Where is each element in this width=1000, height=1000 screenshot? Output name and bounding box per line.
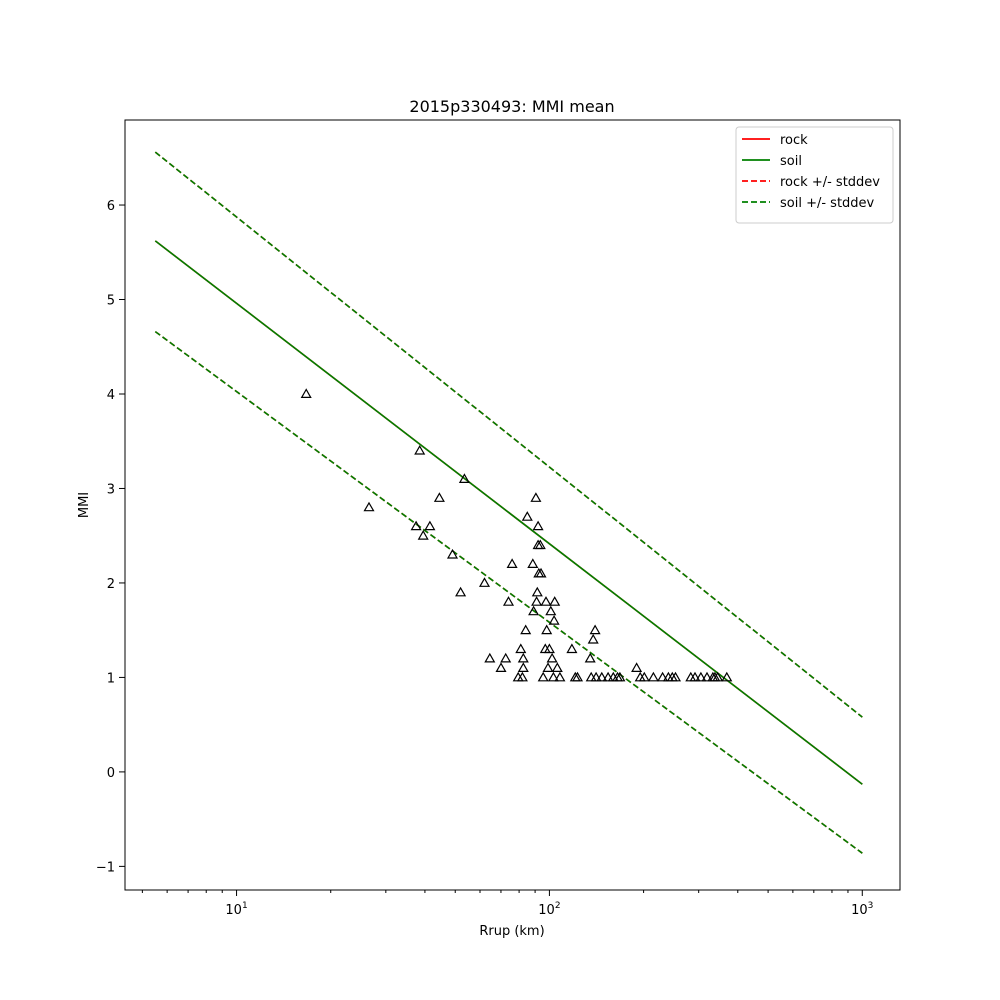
observation-point (537, 671, 549, 682)
observation-point (657, 671, 669, 682)
y-axis-label: MMI (77, 492, 92, 518)
observation-point (584, 652, 596, 663)
observation-point (414, 444, 426, 455)
y-axis: −1 0 1 2 3 4 5 6 (96, 199, 125, 875)
observation-point (547, 671, 559, 682)
observation-point (548, 614, 560, 625)
series-lines (154, 151, 863, 854)
y-tick-label: −1 (96, 860, 115, 875)
observation-point (546, 652, 558, 663)
observation-point (631, 662, 643, 673)
observation-point (540, 596, 552, 606)
y-tick-label: 5 (107, 294, 115, 309)
x-tick-label: 101 (225, 901, 247, 918)
observation-point (535, 567, 547, 578)
legend-label: rock (780, 133, 808, 148)
observation-point (534, 539, 546, 550)
legend-label: rock +/- stddev (780, 175, 880, 190)
series-line-soil-stddev-upper (154, 151, 863, 718)
observation-point (669, 671, 682, 682)
observation-point (542, 662, 554, 673)
series-line-soil-stddev-lower (154, 330, 863, 854)
plot-frame (124, 119, 901, 891)
observation-point (602, 671, 614, 682)
observation-point (458, 473, 470, 483)
observation-point (506, 558, 518, 569)
observation-point (638, 671, 650, 682)
observation-point (589, 624, 601, 635)
observation-point (521, 511, 533, 521)
observation-point (300, 388, 312, 398)
observation-point (528, 605, 540, 616)
observation-point (695, 671, 707, 682)
legend: rock soil rock +/- stddev soil +/- stddev (735, 126, 894, 224)
observation-point (541, 624, 553, 635)
y-tick-label: 1 (107, 671, 115, 686)
observation-point (549, 596, 561, 606)
observation-point (424, 520, 436, 531)
observation-point (596, 671, 608, 682)
y-tick-label: 0 (107, 766, 115, 781)
x-tick-label: 103 (851, 901, 873, 918)
y-tick-label: 4 (107, 388, 115, 403)
x-axis-label: Rrup (km) (479, 924, 544, 939)
chart-title: 2015p330493: MMI mean (409, 97, 614, 116)
observation-point (721, 671, 733, 682)
observation-point (455, 586, 467, 597)
observation-point (587, 633, 599, 644)
observation-point (551, 662, 563, 673)
observation-point (484, 652, 496, 663)
observation-point (478, 577, 491, 587)
observation-point (712, 671, 724, 682)
observation-point (517, 652, 529, 663)
observation-point (527, 558, 539, 569)
observation-point (515, 643, 527, 654)
observation-point (502, 596, 515, 606)
observation-point (520, 624, 532, 635)
observation-point (530, 492, 542, 502)
observation-point (614, 671, 626, 682)
observation-point (531, 596, 543, 606)
x-tick-label: 102 (538, 901, 560, 918)
observation-point (500, 652, 512, 663)
observation-points (300, 388, 733, 682)
observation-point (446, 548, 459, 559)
y-tick-label: 2 (107, 577, 115, 592)
observation-point (531, 586, 543, 597)
observation-point (701, 671, 713, 682)
observation-point (554, 671, 566, 682)
legend-label: soil (780, 154, 802, 169)
x-axis: 101 102 103 (141, 890, 873, 918)
observation-point (571, 671, 584, 682)
observation-point (495, 662, 507, 673)
observation-point (545, 605, 557, 616)
observation-point (517, 662, 529, 673)
observation-point (410, 520, 422, 531)
observation-point (532, 520, 544, 531)
observation-point (689, 671, 701, 682)
y-tick-label: 3 (107, 482, 115, 497)
observation-point (590, 671, 602, 682)
observation-point (433, 492, 445, 502)
legend-label: soil +/- stddev (780, 196, 875, 211)
y-tick-label: 6 (107, 199, 115, 214)
observation-point (363, 501, 375, 512)
observation-point (647, 671, 659, 682)
observation-point (516, 671, 528, 682)
series-line-soil (154, 240, 863, 785)
legend-box (735, 126, 894, 224)
observation-point (566, 643, 578, 654)
observation-point (543, 643, 555, 654)
observation-point (417, 529, 429, 540)
